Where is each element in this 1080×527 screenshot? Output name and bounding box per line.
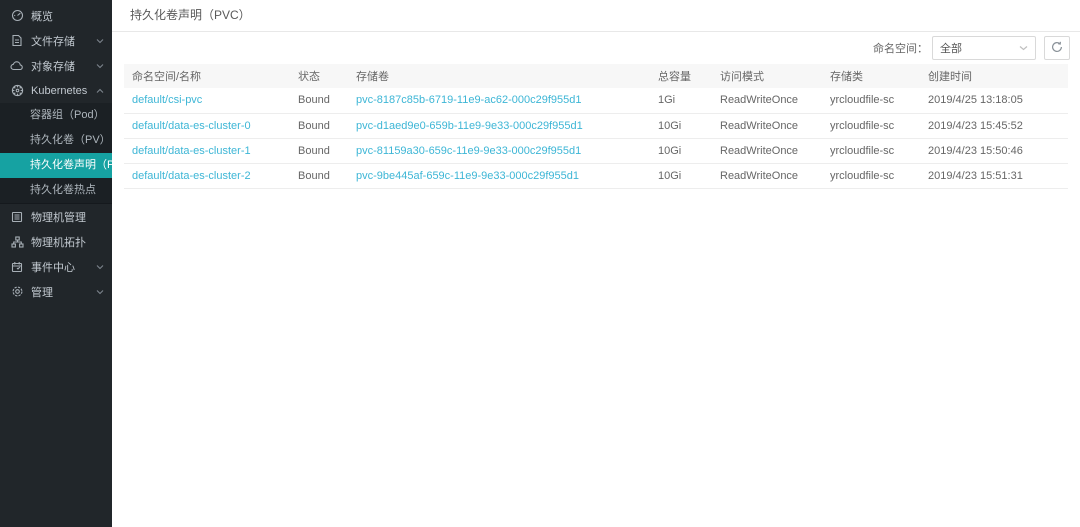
event-icon <box>10 260 24 274</box>
pvc-access-mode: ReadWriteOnce <box>712 113 822 139</box>
col-status: 状态 <box>290 64 348 88</box>
pvc-status: Bound <box>290 163 348 189</box>
page-title: 持久化卷声明（PVC） <box>112 0 1080 32</box>
chevron-up-icon <box>96 88 104 94</box>
pvc-created: 2019/4/23 15:51:31 <box>920 163 1068 189</box>
sidebar-item-label: 物理机拓扑 <box>31 236 86 249</box>
pvc-capacity: 10Gi <box>650 113 712 139</box>
pvc-status: Bound <box>290 138 348 164</box>
pvc-table-container: 命名空间/名称 状态 存储卷 总容量 访问模式 存储类 创建时间 default… <box>112 64 1080 189</box>
pvc-name-link[interactable]: default/data-es-cluster-1 <box>124 138 290 164</box>
sidebar-item-label: 概览 <box>31 10 53 23</box>
sidebar-item-label: 物理机管理 <box>31 211 86 224</box>
pvc-name-link[interactable]: default/csi-pvc <box>124 88 290 114</box>
sidebar-item-label: 事件中心 <box>31 261 75 274</box>
chevron-down-icon <box>96 264 104 270</box>
col-capacity: 总容量 <box>650 64 712 88</box>
sidebar-item-kubernetes[interactable]: Kubernetes <box>0 78 112 103</box>
namespace-label: 命名空间： <box>873 43 928 55</box>
pvc-storage-class: yrcloudfile-sc <box>822 113 920 139</box>
sidebar-item-management[interactable]: 管理 <box>0 279 112 304</box>
main-content: 持久化卷声明（PVC） 命名空间： 全部 <box>112 0 1080 527</box>
pvc-created: 2019/4/23 15:50:46 <box>920 138 1068 164</box>
namespace-select-value: 全部 <box>940 43 962 55</box>
pvc-status: Bound <box>290 88 348 114</box>
col-namespace-name: 命名空间/名称 <box>124 64 290 88</box>
table-row: default/data-es-cluster-2 Bound pvc-9be4… <box>124 163 1068 189</box>
pvc-storage-class: yrcloudfile-sc <box>822 163 920 189</box>
cloud-icon <box>10 59 24 73</box>
pvc-created: 2019/4/25 13:18:05 <box>920 88 1068 114</box>
refresh-button[interactable] <box>1044 36 1070 60</box>
sidebar-item-pv-hotspot[interactable]: 持久化卷热点 <box>30 184 96 196</box>
pvc-status: Bound <box>290 113 348 139</box>
sidebar-item-overview[interactable]: 概览 <box>0 3 112 28</box>
chevron-down-icon <box>96 289 104 295</box>
file-icon <box>10 34 24 48</box>
col-created: 创建时间 <box>920 64 1068 88</box>
chevron-down-icon <box>1019 45 1028 51</box>
pvc-capacity: 10Gi <box>650 163 712 189</box>
sidebar-item-label: 对象存储 <box>31 60 75 73</box>
gear-icon <box>10 285 24 299</box>
pvc-table: 命名空间/名称 状态 存储卷 总容量 访问模式 存储类 创建时间 default… <box>124 64 1068 189</box>
pvc-volume-link[interactable]: pvc-9be445af-659c-11e9-9e33-000c29f955d1 <box>348 163 650 189</box>
topology-icon <box>10 235 24 249</box>
pvc-storage-class: yrcloudfile-sc <box>822 138 920 164</box>
table-row: default/data-es-cluster-0 Bound pvc-d1ae… <box>124 113 1068 139</box>
col-volume: 存储卷 <box>348 64 650 88</box>
pvc-capacity: 10Gi <box>650 138 712 164</box>
table-header-row: 命名空间/名称 状态 存储卷 总容量 访问模式 存储类 创建时间 <box>124 64 1068 88</box>
pvc-name-link[interactable]: default/data-es-cluster-2 <box>124 163 290 189</box>
pvc-access-mode: ReadWriteOnce <box>712 88 822 114</box>
pvc-volume-link[interactable]: pvc-d1aed9e0-659b-11e9-9e33-000c29f955d1 <box>348 113 650 139</box>
chevron-down-icon <box>96 63 104 69</box>
namespace-select[interactable]: 全部 <box>932 36 1036 60</box>
pvc-capacity: 1Gi <box>650 88 712 114</box>
pvc-volume-link[interactable]: pvc-81159a30-659c-11e9-9e33-000c29f955d1 <box>348 138 650 164</box>
pvc-created: 2019/4/23 15:45:52 <box>920 113 1068 139</box>
gauge-icon <box>10 9 24 23</box>
sidebar-item-label: 管理 <box>31 286 53 299</box>
table-row: default/data-es-cluster-1 Bound pvc-8115… <box>124 138 1068 164</box>
refresh-icon <box>1051 41 1063 56</box>
pvc-access-mode: ReadWriteOnce <box>712 138 822 164</box>
sidebar-item-label: Kubernetes <box>31 84 88 97</box>
sidebar-item-pod[interactable]: 容器组（Pod） <box>30 109 105 121</box>
kubernetes-icon <box>10 84 24 98</box>
sidebar-item-event-center[interactable]: 事件中心 <box>0 254 112 279</box>
sidebar-item-pvc[interactable]: 持久化卷声明（PVC） <box>0 153 112 178</box>
sidebar-item-physical-machine-topology[interactable]: 物理机拓扑 <box>0 229 112 254</box>
table-row: default/csi-pvc Bound pvc-8187c85b-6719-… <box>124 88 1068 114</box>
sidebar-item-file-storage[interactable]: 文件存储 <box>0 28 112 53</box>
sidebar: 概览 文件存储 对象存储 Kubernetes <box>0 0 112 527</box>
sidebar-item-label: 文件存储 <box>31 35 75 48</box>
pvc-storage-class: yrcloudfile-sc <box>822 88 920 114</box>
kubernetes-submenu: 容器组（Pod） 持久化卷（PV） 持久化卷声明（PVC） 持久化卷热点 <box>0 103 112 204</box>
chevron-down-icon <box>96 38 104 44</box>
sidebar-item-pv[interactable]: 持久化卷（PV） <box>30 134 111 146</box>
col-access-mode: 访问模式 <box>712 64 822 88</box>
toolbar: 命名空间： 全部 <box>112 32 1080 64</box>
sidebar-item-physical-machine-mgmt[interactable]: 物理机管理 <box>0 204 112 229</box>
pvc-name-link[interactable]: default/data-es-cluster-0 <box>124 113 290 139</box>
sidebar-item-object-storage[interactable]: 对象存储 <box>0 53 112 78</box>
col-storage-class: 存储类 <box>822 64 920 88</box>
pvc-access-mode: ReadWriteOnce <box>712 163 822 189</box>
server-icon <box>10 210 24 224</box>
pvc-volume-link[interactable]: pvc-8187c85b-6719-11e9-ac62-000c29f955d1 <box>348 88 650 114</box>
